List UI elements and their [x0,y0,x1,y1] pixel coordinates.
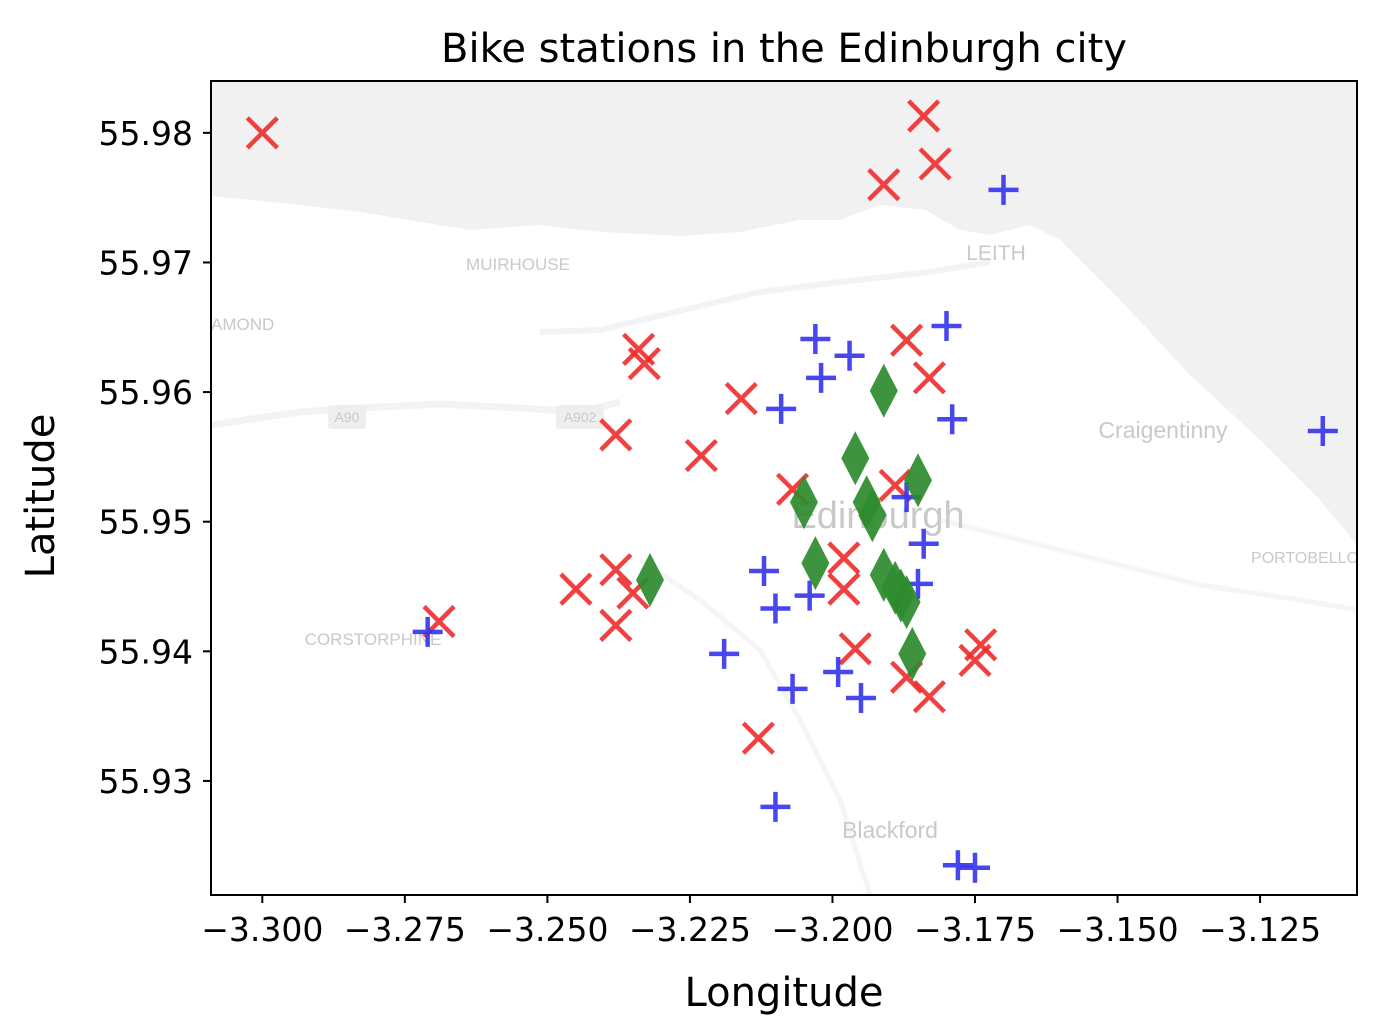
x-tick-label: −3.275 [344,910,466,949]
plus-marker-point [766,393,797,424]
map-label-a90: A90 [335,409,360,425]
plus-marker-point [834,340,865,371]
harbour-pier [925,110,1000,235]
chart-title: Bike stations in the Edinburgh city [441,26,1127,72]
plus-marker-point [760,593,791,624]
x-axis: −3.300 −3.275 −3.250 −3.225 −3.200 −3.175 −3.1… [201,895,1321,949]
diamond-marker-point [789,475,818,530]
plus-marker-point [800,323,831,354]
plus-marker-point [777,673,808,704]
map-label-blackford: Blackford [842,817,938,843]
map-label-craigentinny: Craigentinny [1098,417,1228,443]
x-marker-point [889,323,924,357]
x-marker-point [245,116,279,150]
map-label-amond: AMOND [211,315,274,334]
x-marker-point [559,572,593,606]
x-marker-point [867,168,901,202]
y-axis: 55.93 55.94 55.95 55.96 55.97 55.98 [99,114,211,801]
diamond-marker-point [892,575,921,630]
x-marker-point [907,99,941,133]
plus-marker-point [988,174,1019,205]
plus-marker-point [845,682,876,713]
x-marker-point [918,147,952,181]
land-area [211,196,1357,895]
x-tick-label: −3.125 [1199,910,1321,949]
y-tick-label: 55.96 [99,373,193,412]
plot-frame [210,80,1358,896]
y-tick-label: 55.95 [99,503,193,542]
map-label-muirhouse: MUIRHOUSE [466,255,570,274]
x-marker-point [684,439,718,473]
data-points [245,99,1338,883]
x-marker-point [741,721,775,755]
x-axis-label: Longitude [685,970,884,1016]
x-marker-point [627,346,661,381]
y-tick-label: 55.98 [99,114,193,153]
y-tick-label: 55.97 [99,243,193,282]
plus-marker-point [709,638,740,669]
sea-area [211,81,1357,545]
x-marker-point [912,361,946,395]
background-map: MUIRHOUSE LEITH AMOND A90 A902 Craigenti… [211,81,1359,895]
map-label-portobello: PORTOBELLO [1251,550,1359,567]
x-tick-label: −3.225 [629,910,751,949]
map-label-a902: A902 [564,409,597,425]
y-tick-label: 55.93 [99,762,193,801]
plus-marker-point [760,791,791,822]
diamond-marker-point [841,431,870,486]
road-south [638,557,873,895]
diamond-marker-point [858,488,887,543]
plus-marker-point [749,555,780,586]
x-marker-point [599,418,633,452]
x-marker-point [958,643,992,677]
diamond-marker-point [903,453,932,508]
x-marker-point [838,632,872,666]
x-tick-label: −3.250 [486,910,608,949]
plus-marker-point [1307,415,1338,446]
road-a902 [539,259,991,335]
plus-marker-point [794,580,825,611]
road-east [939,517,1357,613]
plus-marker-point [412,616,443,647]
y-axis-label: Latitude [18,414,64,579]
x-marker-point [599,553,633,587]
y-tick-label: 55.94 [99,632,193,671]
diamond-marker-point [898,626,927,681]
plus-marker-point [806,362,837,393]
map-label-corstorphine: CORSTORPHINE [305,630,442,649]
x-marker-point [912,680,946,714]
diamond-marker-point [801,536,830,591]
plus-marker-point [908,528,939,559]
x-marker-point [827,572,861,606]
diamond-marker-point [869,363,898,418]
x-marker-point [599,608,633,642]
diamond-marker-point [636,553,665,608]
x-tick-label: −3.200 [771,910,893,949]
plus-marker-point [931,310,962,341]
plus-marker-point [937,404,968,435]
plus-marker-point [942,850,973,881]
x-marker-point [724,381,758,416]
x-tick-label: −3.150 [1056,910,1178,949]
plus-marker-point [960,852,990,883]
map-label-leith: LEITH [966,242,1026,265]
x-tick-label: −3.300 [201,910,323,949]
x-marker-point [827,541,861,575]
x-tick-label: −3.175 [914,910,1036,949]
plus-marker-point [823,657,854,688]
